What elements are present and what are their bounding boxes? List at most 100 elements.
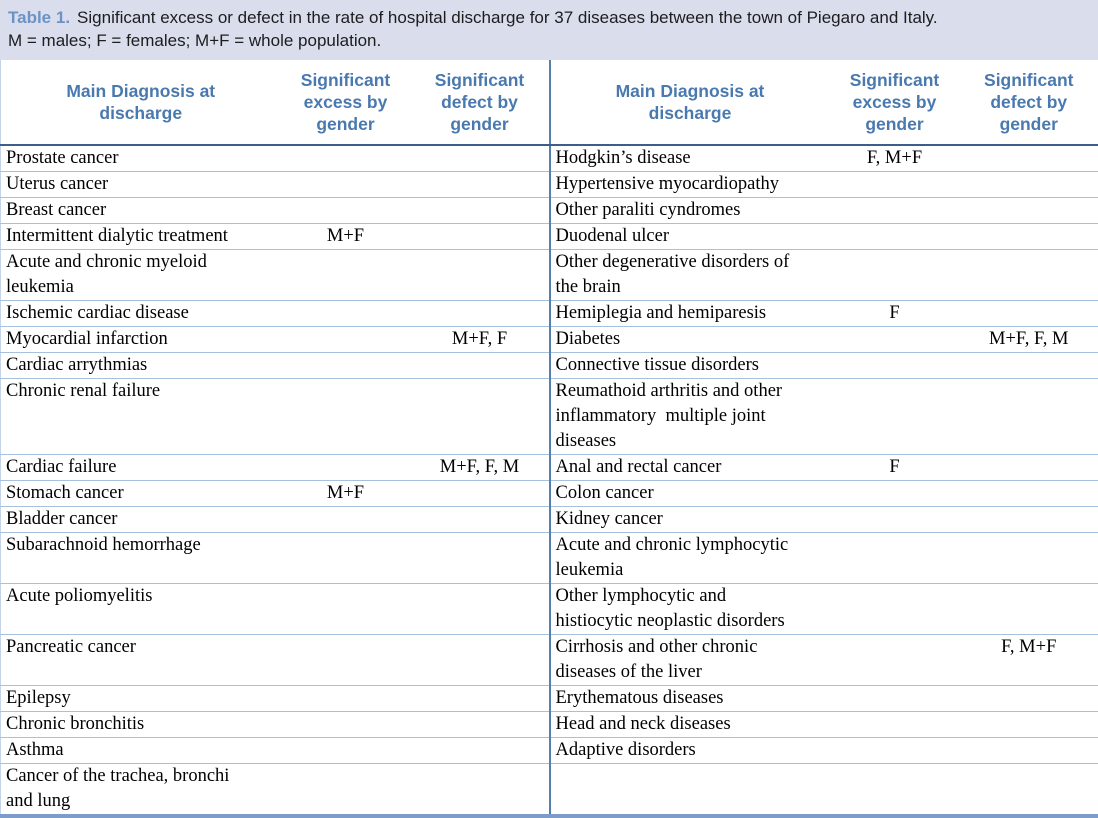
excess-cell xyxy=(830,481,960,507)
diagnosis-cell: Chronic bronchitis xyxy=(1,712,281,738)
diagnosis-cell: Hemiplegia and hemiparesis xyxy=(550,301,830,327)
table-row: Asthma Adaptive disorders xyxy=(1,738,1098,764)
excess-cell xyxy=(281,533,411,584)
header-row: Main Diagnosis at discharge Significant … xyxy=(1,60,1098,145)
defect-cell xyxy=(411,172,550,198)
excess-cell xyxy=(830,533,960,584)
table-row: Myocardial infarction M+F, F Diabetes M+… xyxy=(1,327,1098,353)
defect-cell xyxy=(960,738,1098,764)
diagnosis-cell: Kidney cancer xyxy=(550,507,830,533)
table-row: Uterus cancer Hypertensive myocardiopath… xyxy=(1,172,1098,198)
excess-cell xyxy=(281,301,411,327)
excess-cell xyxy=(830,224,960,250)
diagnosis-cell: Stomach cancer xyxy=(1,481,281,507)
defect-cell xyxy=(411,353,550,379)
table-row: Epilepsy Erythematous diseases xyxy=(1,686,1098,712)
defect-cell: F, M+F xyxy=(960,635,1098,686)
excess-cell xyxy=(281,198,411,224)
excess-cell xyxy=(281,507,411,533)
defect-cell: M+F, F xyxy=(411,327,550,353)
table-row: Pancreatic cancer Cirrhosis and other ch… xyxy=(1,635,1098,686)
defect-cell xyxy=(411,533,550,584)
defect-cell xyxy=(960,250,1098,301)
excess-cell xyxy=(281,738,411,764)
diagnosis-cell: Pancreatic cancer xyxy=(1,635,281,686)
diagnosis-cell: Colon cancer xyxy=(550,481,830,507)
table-row: Ischemic cardiac disease Hemiplegia and … xyxy=(1,301,1098,327)
excess-cell xyxy=(281,353,411,379)
caption-text: Significant excess or defect in the rate… xyxy=(77,8,938,27)
defect-cell xyxy=(960,481,1098,507)
diagnosis-cell: Adaptive disorders xyxy=(550,738,830,764)
excess-cell xyxy=(830,198,960,224)
diagnosis-cell: Anal and rectal cancer xyxy=(550,455,830,481)
discharge-table: Main Diagnosis at discharge Significant … xyxy=(0,60,1098,818)
header-diagnosis-left: Main Diagnosis at discharge xyxy=(1,60,281,145)
defect-cell xyxy=(960,455,1098,481)
excess-cell xyxy=(281,584,411,635)
defect-cell xyxy=(411,686,550,712)
table-row: Acute and chronic myeloid leukemia Other… xyxy=(1,250,1098,301)
excess-cell xyxy=(830,712,960,738)
table-body: Prostate cancer Hodgkin’s disease F, M+F… xyxy=(1,145,1098,816)
excess-cell xyxy=(281,686,411,712)
defect-cell: M+F, F, M xyxy=(411,455,550,481)
defect-cell xyxy=(411,198,550,224)
diagnosis-cell: Bladder cancer xyxy=(1,507,281,533)
excess-cell xyxy=(830,172,960,198)
excess-cell: F xyxy=(830,301,960,327)
excess-cell xyxy=(830,738,960,764)
defect-cell xyxy=(960,584,1098,635)
diagnosis-cell: Subarachnoid hemorrhage xyxy=(1,533,281,584)
diagnosis-cell: Other degenerative disorders of the brai… xyxy=(550,250,830,301)
diagnosis-cell: Other paraliti cyndromes xyxy=(550,198,830,224)
diagnosis-cell: Myocardial infarction xyxy=(1,327,281,353)
diagnosis-cell: Cardiac failure xyxy=(1,455,281,481)
diagnosis-cell: Ischemic cardiac disease xyxy=(1,301,281,327)
diagnosis-cell: Breast cancer xyxy=(1,198,281,224)
diagnosis-cell: Intermittent dialytic treatment xyxy=(1,224,281,250)
table-row: Acute poliomyelitis Other lymphocytic an… xyxy=(1,584,1098,635)
excess-cell xyxy=(830,250,960,301)
header-diagnosis-right: Main Diagnosis at discharge xyxy=(550,60,830,145)
defect-cell xyxy=(960,301,1098,327)
excess-cell xyxy=(281,764,411,817)
header-excess-left: Significant excess by gender xyxy=(281,60,411,145)
diagnosis-cell: Duodenal ulcer xyxy=(550,224,830,250)
excess-cell xyxy=(830,327,960,353)
diagnosis-cell: Hodgkin’s disease xyxy=(550,145,830,172)
excess-cell xyxy=(830,635,960,686)
excess-cell xyxy=(281,250,411,301)
defect-cell xyxy=(411,507,550,533)
defect-cell xyxy=(960,353,1098,379)
excess-cell xyxy=(830,584,960,635)
diagnosis-cell: Prostate cancer xyxy=(1,145,281,172)
defect-cell xyxy=(960,686,1098,712)
diagnosis-cell: Cardiac arrythmias xyxy=(1,353,281,379)
table-row: Intermittent dialytic treatment M+F Duod… xyxy=(1,224,1098,250)
defect-cell xyxy=(960,172,1098,198)
table-row: Breast cancer Other paraliti cyndromes xyxy=(1,198,1098,224)
table-caption: Table 1.Significant excess or defect in … xyxy=(0,0,1098,60)
table-row: Chronic bronchitis Head and neck disease… xyxy=(1,712,1098,738)
defect-cell xyxy=(411,738,550,764)
excess-cell xyxy=(281,635,411,686)
header-defect-right: Significant defect by gender xyxy=(960,60,1098,145)
table-row: Chronic renal failure Reumathoid arthrit… xyxy=(1,379,1098,455)
table-row: Stomach cancer M+F Colon cancer xyxy=(1,481,1098,507)
diagnosis-cell: Chronic renal failure xyxy=(1,379,281,455)
excess-cell xyxy=(281,455,411,481)
diagnosis-cell: Hypertensive myocardiopathy xyxy=(550,172,830,198)
diagnosis-cell: Other lymphocytic and histiocytic neopla… xyxy=(550,584,830,635)
diagnosis-cell: Cancer of the trachea, bronchi and lung xyxy=(1,764,281,817)
excess-cell xyxy=(281,712,411,738)
defect-cell xyxy=(411,145,550,172)
diagnosis-cell: Diabetes xyxy=(550,327,830,353)
defect-cell xyxy=(411,584,550,635)
diagnosis-cell: Epilepsy xyxy=(1,686,281,712)
diagnosis-cell: Head and neck diseases xyxy=(550,712,830,738)
excess-cell xyxy=(830,507,960,533)
diagnosis-cell: Reumathoid arthritis and other inflammat… xyxy=(550,379,830,455)
excess-cell xyxy=(281,172,411,198)
defect-cell xyxy=(411,764,550,817)
